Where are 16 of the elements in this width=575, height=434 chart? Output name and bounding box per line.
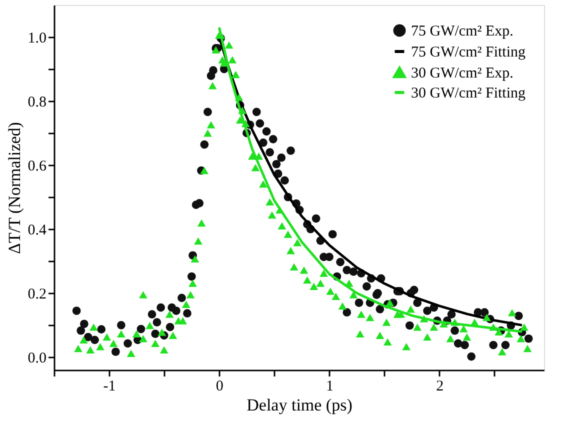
legend-label: 30 GW/cm² Fitting [411, 86, 526, 102]
x-tick-label: -1 [103, 378, 116, 394]
x-tick-label: 0 [216, 378, 224, 394]
y-tick-label: 0.8 [28, 94, 46, 111]
x-tick-label: 1 [326, 378, 334, 394]
x-axis-title: Delay time (ps) [246, 396, 352, 414]
x-tick-label: 2 [436, 378, 444, 394]
y-tick-label: 0.6 [28, 158, 47, 175]
legend-label: 75 GW/cm² Exp. [411, 24, 514, 40]
y-tick-label: 0.0 [28, 350, 46, 367]
y-axis-title: ΔT/T (Normalized) [4, 122, 24, 254]
y-tick-label: 0.4 [28, 222, 47, 239]
legend-label: 75 GW/cm² Fitting [411, 44, 526, 60]
legend-label: 30 GW/cm² Exp. [411, 66, 514, 82]
y-tick-label: 1.0 [28, 30, 46, 47]
y-tick-label: 0.2 [28, 286, 46, 303]
